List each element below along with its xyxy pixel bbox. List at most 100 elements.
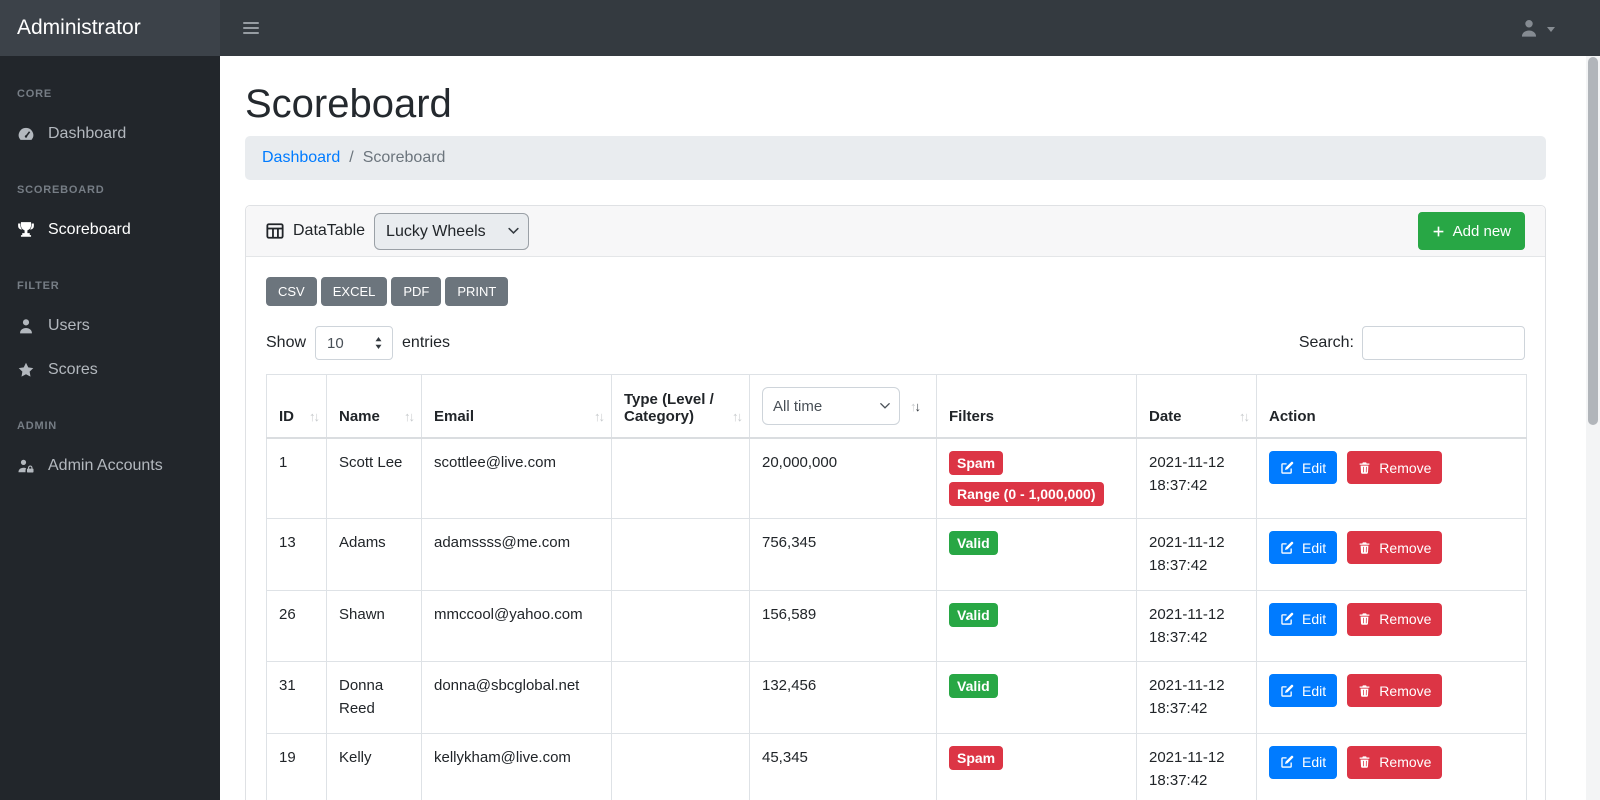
cell-type <box>611 437 750 519</box>
column-header-email[interactable]: Email ↑↓ <box>421 374 612 439</box>
cell-name: Kelly <box>326 732 422 800</box>
search-control: Search: <box>1299 326 1525 360</box>
export-print-button[interactable]: PRINT <box>445 277 509 306</box>
chevron-down-icon <box>1547 26 1555 32</box>
sidebar-section-admin: ADMIN <box>17 420 58 432</box>
cell-email: mmccool@yahoo.com <box>421 589 612 662</box>
sidebar-item-admin-accounts[interactable]: Admin Accounts <box>0 444 220 488</box>
cell-name: Donna Reed <box>326 661 422 734</box>
filter-badge: Valid <box>949 674 998 698</box>
pencil-square-icon <box>1281 612 1294 625</box>
app-brand[interactable]: Administrator <box>0 0 220 56</box>
cell-name: Adams <box>326 518 422 591</box>
column-header-id[interactable]: ID ↑↓ <box>266 374 327 439</box>
cell-type <box>611 661 750 734</box>
sidebar-item-label: Admin Accounts <box>48 457 163 474</box>
search-label: Search: <box>1298 334 1354 351</box>
table-select[interactable]: Lucky Wheels <box>374 212 530 250</box>
remove-button[interactable]: Remove <box>1347 745 1443 779</box>
export-excel-button[interactable]: EXCEL <box>320 277 388 306</box>
score-period-select[interactable]: All time <box>762 387 900 425</box>
sidebar: CORE Dashboard SCOREBOARD Scoreboard FIL… <box>0 56 220 800</box>
add-new-button[interactable]: Add new <box>1417 212 1525 250</box>
edit-button[interactable]: Edit <box>1269 745 1338 779</box>
remove-button[interactable]: Remove <box>1347 602 1443 636</box>
sidebar-item-scoreboard[interactable]: Scoreboard <box>0 208 220 252</box>
remove-button[interactable]: Remove <box>1347 674 1443 707</box>
cell-email: scottlee@live.com <box>421 437 612 519</box>
sort-icon[interactable]: ↑↓ <box>309 409 320 424</box>
export-csv-button[interactable]: CSV <box>266 277 317 306</box>
column-header-score[interactable]: All time ↑↓ <box>749 374 937 439</box>
cell-score: 756,345 <box>749 518 937 591</box>
cell-score: 45,345 <box>749 732 937 800</box>
cell-filters: Valid <box>936 518 1137 591</box>
table-row: 1 Scott Lee scottlee@live.com 20,000,000… <box>266 437 1527 519</box>
hamburger-icon <box>243 22 259 24</box>
trophy-icon <box>18 222 34 237</box>
cell-action: Edit Remove <box>1256 732 1527 800</box>
vertical-scrollbar[interactable] <box>1586 56 1600 800</box>
table-row: 26 Shawn mmccool@yahoo.com 156,589 Valid… <box>266 589 1527 662</box>
cell-name: Scott Lee <box>326 437 422 519</box>
table-header-row: ID ↑↓ Name ↑↓ Email ↑↓ Type (Level / Catego… <box>266 374 1527 439</box>
cell-id: 19 <box>266 732 327 800</box>
filter-badge: Valid <box>949 602 998 627</box>
filter-badge: Range (0 - 1,000,000) <box>949 482 1104 506</box>
edit-button[interactable]: Edit <box>1269 531 1338 564</box>
sidebar-item-users[interactable]: Users <box>0 304 220 348</box>
cell-date: 2021-11-12 18:37:42 <box>1136 589 1257 662</box>
column-header-filters: Filters <box>936 374 1137 439</box>
user-menu[interactable] <box>1518 17 1555 39</box>
scoreboard-table: ID ↑↓ Name ↑↓ Email ↑↓ Type (Level / Catego… <box>266 374 1527 800</box>
pencil-square-icon <box>1281 684 1294 697</box>
cell-id: 1 <box>266 437 327 519</box>
sort-icon[interactable]: ↑↓ <box>1239 409 1250 424</box>
sidebar-section-core: CORE <box>17 88 52 100</box>
column-header-name[interactable]: Name ↑↓ <box>326 374 422 439</box>
remove-button[interactable]: Remove <box>1347 451 1443 484</box>
scrollbar-thumb[interactable] <box>1588 57 1598 425</box>
breadcrumb-link-dashboard[interactable]: Dashboard <box>262 149 341 166</box>
trash-icon <box>1359 756 1370 768</box>
star-icon <box>18 362 34 377</box>
sort-icon[interactable]: ↑↓ <box>594 409 605 424</box>
filter-badge: Valid <box>949 531 998 555</box>
sidebar-item-scores[interactable]: Scores <box>0 348 220 392</box>
main-content: Scoreboard Dashboard / Scoreboard DataTa… <box>220 56 1586 800</box>
cell-email: adamssss@me.com <box>421 518 612 591</box>
page-length-select[interactable]: 10 <box>315 326 394 360</box>
edit-button[interactable]: Edit <box>1269 451 1338 484</box>
breadcrumb: Dashboard / Scoreboard <box>245 136 1546 180</box>
cell-action: Edit Remove <box>1256 661 1527 734</box>
sort-icon[interactable]: ↑↓ <box>404 409 415 424</box>
cell-date: 2021-11-12 18:37:42 <box>1136 518 1257 591</box>
page-title: Scoreboard <box>245 82 452 126</box>
sidebar-toggle-button[interactable] <box>237 16 265 40</box>
plus-icon <box>1433 226 1443 236</box>
card-body: CSV EXCEL PDF PRINT Show 10 entries <box>246 257 1545 800</box>
remove-button[interactable]: Remove <box>1347 531 1443 564</box>
export-pdf-button[interactable]: PDF <box>391 277 442 306</box>
table-icon <box>266 223 284 239</box>
sidebar-item-label: Dashboard <box>48 125 127 142</box>
sort-icon[interactable]: ↑↓ <box>732 409 743 424</box>
search-input[interactable] <box>1362 326 1525 360</box>
cell-id: 31 <box>266 661 327 734</box>
edit-button[interactable]: Edit <box>1269 674 1338 707</box>
column-header-type[interactable]: Type (Level / Category) ↑↓ <box>611 374 750 439</box>
entries-label: entries <box>402 334 451 351</box>
table-row: 31 Donna Reed donna@sbcglobal.net 132,45… <box>266 661 1527 734</box>
filter-badge: Spam <box>949 451 1004 475</box>
top-navbar: Administrator <box>0 0 1600 56</box>
cell-id: 26 <box>266 589 327 662</box>
table-row: 13 Adams adamssss@me.com 756,345 Valid 2… <box>266 518 1527 591</box>
column-header-date[interactable]: Date ↑↓ <box>1136 374 1257 439</box>
sidebar-item-dashboard[interactable]: Dashboard <box>0 112 220 156</box>
sidebar-section-filter: FILTER <box>17 280 60 292</box>
export-buttons: CSV EXCEL PDF PRINT <box>266 277 1525 306</box>
sort-icon[interactable]: ↑↓ <box>910 398 921 414</box>
edit-button[interactable]: Edit <box>1269 602 1338 636</box>
filter-badge: Spam <box>949 745 1004 770</box>
trash-icon <box>1359 461 1370 474</box>
